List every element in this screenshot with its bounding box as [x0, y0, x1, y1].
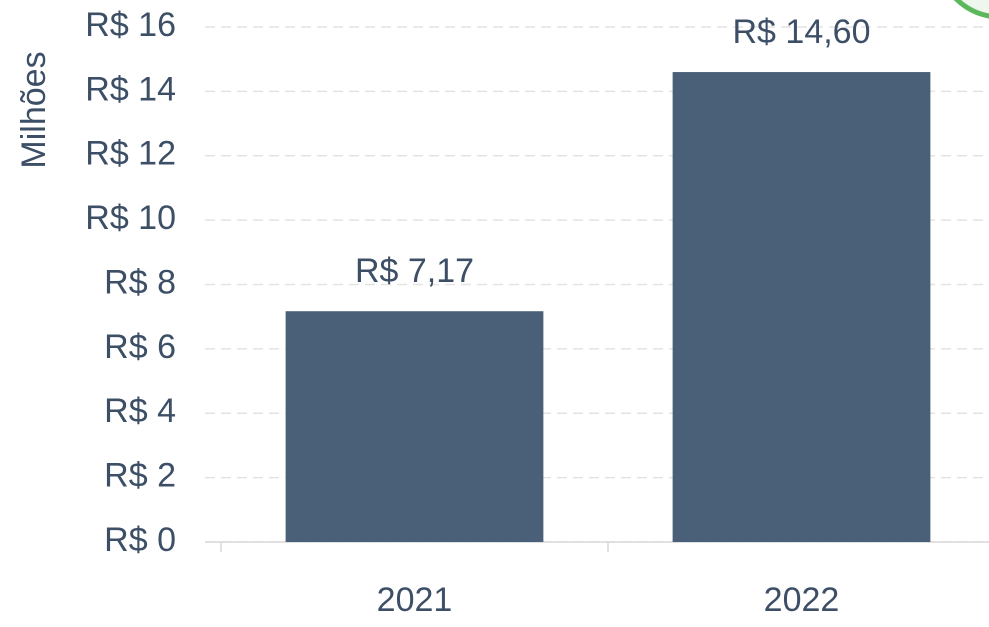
y-tick-label: R$ 0	[104, 521, 176, 559]
data-label: R$ 14,60	[733, 13, 871, 51]
x-tick-label: 2022	[764, 581, 840, 619]
y-tick-label: R$ 10	[85, 199, 176, 237]
y-tick-label: R$ 2	[104, 457, 176, 495]
bar	[672, 72, 931, 542]
x-tick-label: 2021	[377, 581, 453, 619]
y-tick-label: R$ 4	[104, 392, 176, 430]
data-label: R$ 7,17	[355, 252, 474, 290]
bar	[285, 311, 544, 542]
y-tick-label: R$ 16	[85, 6, 176, 44]
y-axis-label: Milhões	[15, 51, 53, 168]
decoration	[953, 0, 989, 19]
y-tick-label: R$ 6	[104, 328, 176, 366]
y-tick-label: R$ 14	[85, 70, 176, 108]
y-tick-label: R$ 8	[104, 263, 176, 301]
y-tick-label: R$ 12	[85, 135, 176, 173]
